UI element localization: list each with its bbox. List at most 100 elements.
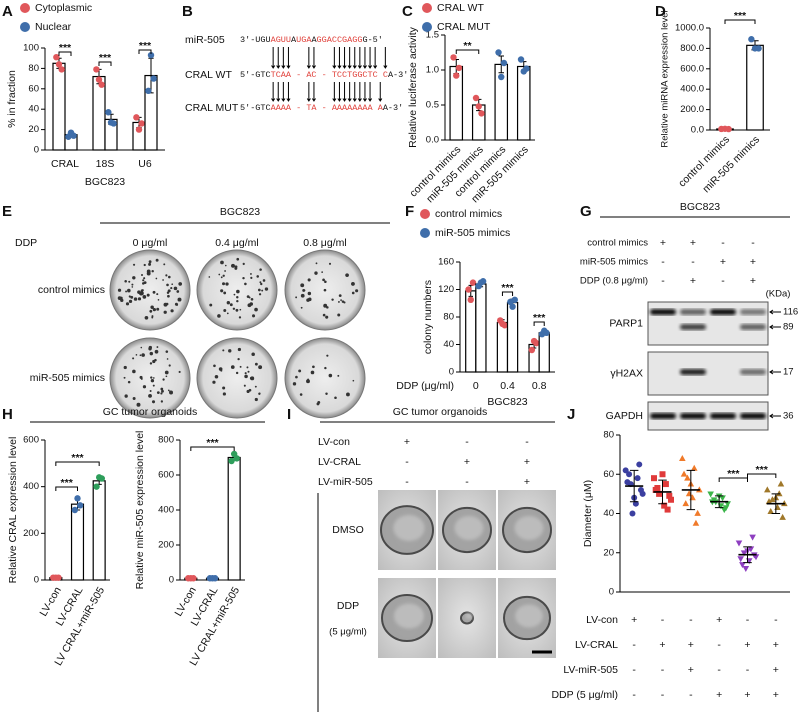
colony <box>258 392 261 395</box>
data-point <box>455 64 463 72</box>
colony <box>258 293 262 296</box>
y-axis-title: Relative CRAL expression level <box>7 437 19 584</box>
data-point <box>682 500 690 507</box>
bar <box>52 62 66 151</box>
colony <box>300 306 303 309</box>
colony <box>315 262 318 265</box>
colony <box>323 303 328 308</box>
colony <box>133 297 138 301</box>
data-point <box>685 490 693 497</box>
colony <box>224 264 227 267</box>
colony <box>236 295 239 299</box>
y-axis-title: colony numbers <box>422 280 434 354</box>
colony <box>139 354 142 357</box>
colony <box>248 296 251 299</box>
pair-arrow <box>332 82 337 102</box>
colony <box>167 389 170 392</box>
panel-label: B <box>182 3 193 20</box>
y-tick-label: 600.0 <box>680 63 704 74</box>
colony <box>209 303 213 307</box>
band <box>740 369 766 375</box>
data-point <box>475 103 482 110</box>
colony <box>141 353 145 357</box>
marker-label: 36 <box>783 411 794 422</box>
bar <box>475 283 487 373</box>
condition-sign: + <box>716 689 722 701</box>
sequence-segment: TCAA - AC - TCCTGGCTC C <box>271 70 388 80</box>
data-point <box>692 519 700 526</box>
data-point <box>95 76 103 83</box>
significance-bracket <box>455 49 480 54</box>
legend-marker <box>422 22 432 32</box>
significance-label: *** <box>206 437 219 449</box>
data-point <box>622 467 629 474</box>
colony <box>264 287 269 291</box>
data-point <box>724 501 731 508</box>
y-axis-title: Relative miR-505 expression level <box>134 431 146 590</box>
condition-sign: + <box>688 639 694 651</box>
data-point <box>93 66 100 73</box>
significance-bracket <box>190 446 235 451</box>
significance-bracket <box>718 477 748 482</box>
colony <box>223 291 227 295</box>
colony <box>152 359 156 364</box>
bar <box>465 290 477 373</box>
data-point <box>211 575 219 582</box>
organoid-core <box>465 613 473 619</box>
colony <box>132 357 135 360</box>
condition-sign: - <box>465 476 469 488</box>
y-tick-label: 200 <box>158 540 174 551</box>
colony <box>324 366 327 370</box>
condition-sign: + <box>744 689 750 701</box>
bar <box>516 65 531 141</box>
pair-arrow <box>373 47 378 69</box>
colony <box>165 375 168 378</box>
pair-arrow <box>271 47 276 69</box>
colony <box>256 275 259 278</box>
marker-arrow <box>769 309 781 315</box>
bar <box>496 321 509 373</box>
colony <box>142 279 145 282</box>
data-point <box>228 457 235 465</box>
colony <box>322 313 326 317</box>
condition-sign: + <box>773 689 779 701</box>
data-point <box>624 479 631 486</box>
colony <box>321 271 323 273</box>
y-axis-title: Diameter (μM) <box>582 480 594 547</box>
colony <box>237 347 242 352</box>
colony <box>226 312 229 315</box>
data-point <box>76 502 84 509</box>
colony <box>328 262 332 265</box>
sequence-segment: AGUU <box>271 35 291 45</box>
sequence-segment: G-5' <box>362 35 382 45</box>
colony <box>170 309 174 313</box>
condition-label: control mimics <box>587 238 648 249</box>
data-point <box>511 296 518 304</box>
colony <box>152 377 155 379</box>
data-point <box>694 509 701 516</box>
sequence: 5'-GTCTCAA - AC - TCCTGGCTC CA-3' <box>240 70 408 80</box>
y-tick-label: 1.5 <box>426 30 439 41</box>
colony <box>132 276 136 280</box>
significance-bracket <box>138 49 152 54</box>
colony <box>323 288 327 292</box>
pair-arrow <box>342 47 347 69</box>
blot-name: PARP1 <box>609 317 643 329</box>
band <box>680 324 706 330</box>
condition-label: DDP (0.8 μg/ml) <box>580 276 648 287</box>
colony <box>144 315 149 320</box>
colony <box>156 346 159 348</box>
colony <box>351 291 355 295</box>
colony <box>140 289 144 292</box>
colony <box>300 283 305 288</box>
y-tick-label: 400 <box>23 481 39 492</box>
data-point <box>634 475 641 482</box>
y-tick-label: 100 <box>23 43 39 54</box>
y-axis-title: % in fraction <box>6 70 18 128</box>
colony <box>160 392 163 395</box>
condition-sign: - <box>751 237 755 249</box>
pair-arrow <box>286 82 291 102</box>
colony <box>234 265 238 269</box>
legend-marker <box>420 228 430 238</box>
colony <box>259 268 262 271</box>
